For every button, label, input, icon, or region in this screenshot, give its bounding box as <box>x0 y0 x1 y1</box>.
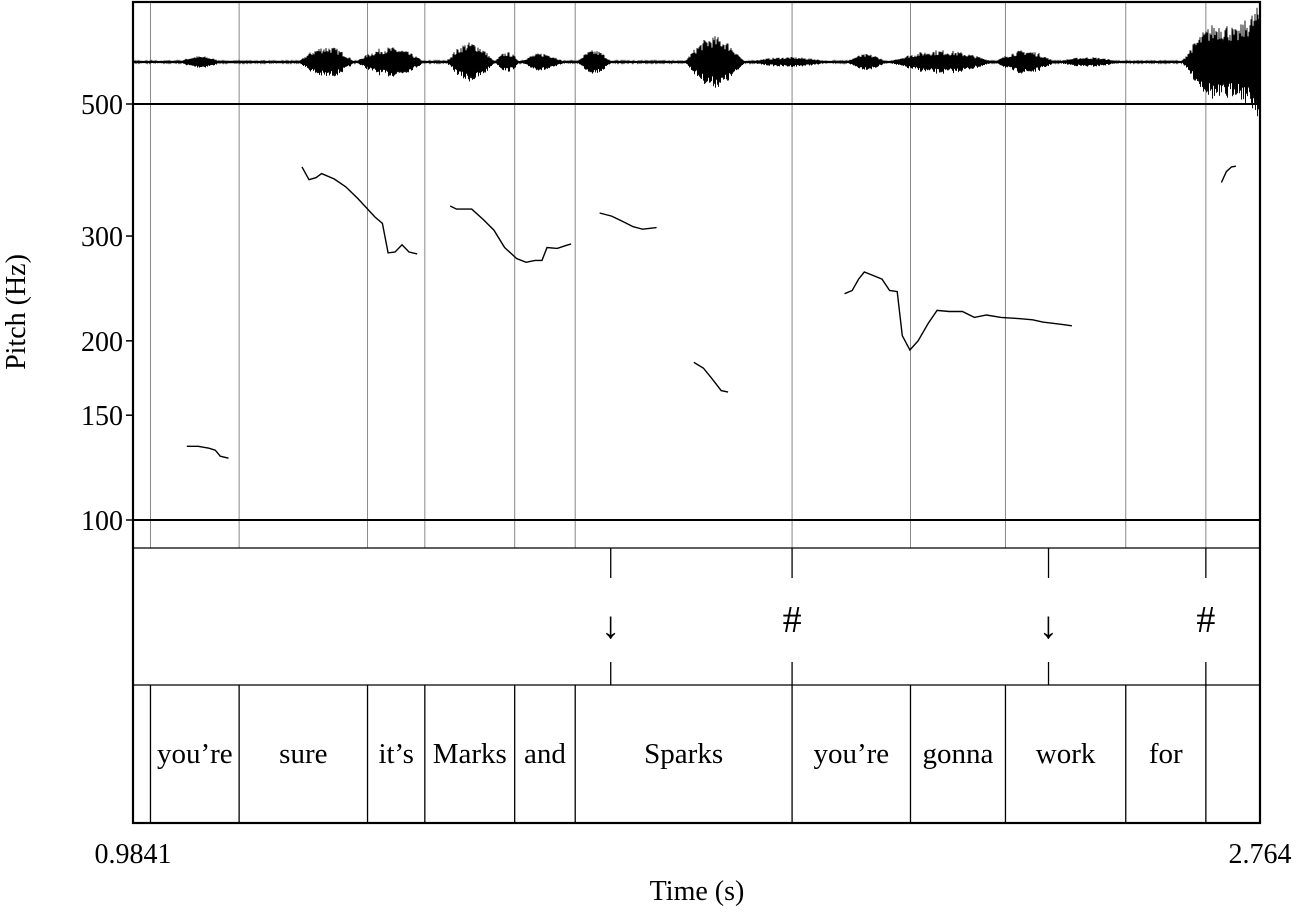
frame-border <box>131 0 1262 825</box>
pitch-track <box>186 165 1237 459</box>
y-tick-label: 300 <box>81 222 123 253</box>
word-label: you’re <box>157 738 233 770</box>
pitch-contour-segment <box>301 166 418 255</box>
word-label: sure <box>279 738 327 770</box>
tone-label: # <box>783 599 802 641</box>
pitch-contour-segment <box>449 205 572 264</box>
word-label: gonna <box>923 738 994 770</box>
x-axis-start-label: 0.9841 <box>95 839 172 870</box>
word-label: work <box>1036 738 1096 770</box>
x-axis-label: Time (s) <box>650 876 745 907</box>
pitch-contour-segment <box>693 361 729 393</box>
pitch-contour-segment <box>1220 165 1237 183</box>
interval-boundary-lines <box>149 2 1207 823</box>
y-tick-label: 150 <box>81 401 123 432</box>
tone-label: ↓ <box>601 605 620 647</box>
tone-label: ↓ <box>1039 605 1058 647</box>
tone-label: # <box>1196 599 1215 641</box>
y-axis-ticks: 100 150 200 300 500 <box>81 90 133 537</box>
word-label: Marks <box>433 738 507 770</box>
x-axis-end-label: 2.764 <box>1229 839 1292 870</box>
y-tick-label: 500 <box>81 90 123 121</box>
pitch-contour-segment <box>186 445 229 459</box>
word-label: for <box>1149 738 1183 770</box>
pitch-contour-segment <box>599 212 657 230</box>
word-label: and <box>524 738 566 770</box>
waveform-signal <box>132 7 1261 117</box>
annotation-tiers: ↓ # ↓ # you’re sure it’s Marks and Sparks you’re go… <box>157 548 1215 770</box>
y-axis-label: Pitch (Hz) <box>1 254 32 370</box>
word-label: Sparks <box>644 738 723 770</box>
y-tick-label: 100 <box>81 506 123 537</box>
word-label: you’re <box>813 738 889 770</box>
waveform <box>132 7 1261 117</box>
plot-frame <box>131 0 1262 825</box>
pitch-contour-segment <box>844 271 1072 352</box>
reference-lines <box>133 103 1260 521</box>
word-label: it’s <box>378 738 413 770</box>
y-tick-label: 200 <box>81 327 123 358</box>
